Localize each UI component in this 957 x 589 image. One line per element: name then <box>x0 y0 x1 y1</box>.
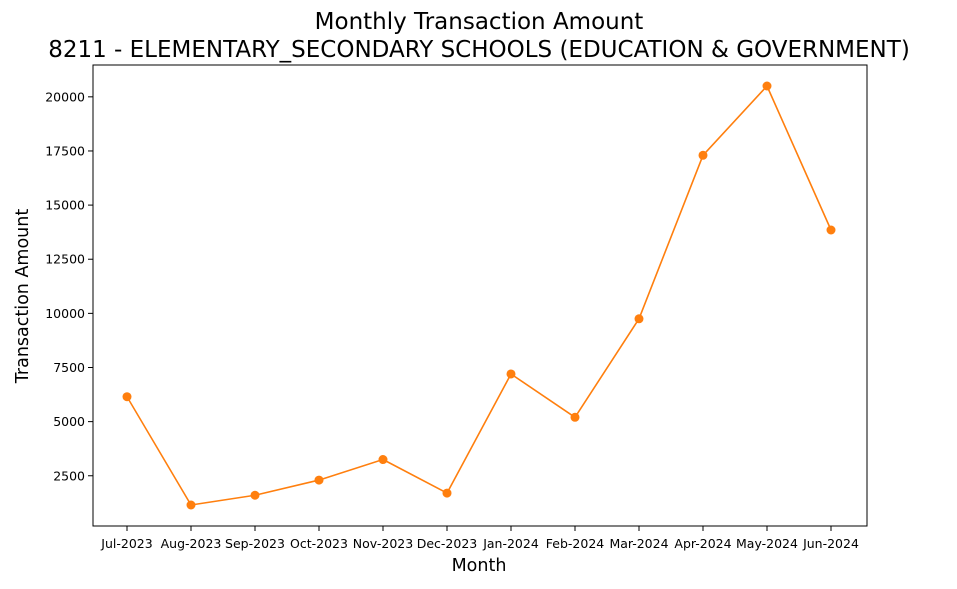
x-axis: Jul-2023 Aug-2023 Sep-2023 Oct-2023 Nov-2023… <box>100 526 859 551</box>
x-tick-label: Oct-2023 <box>290 536 348 551</box>
x-tick-label: Jan-2024 <box>482 536 539 551</box>
y-tick-label: 10000 <box>45 306 85 321</box>
data-point <box>698 150 708 160</box>
data-point <box>570 412 580 422</box>
x-tick-label: Mar-2024 <box>609 536 668 551</box>
y-tick-label: 20000 <box>45 89 85 104</box>
data-point <box>826 225 836 235</box>
y-tick-label: 12500 <box>45 252 85 267</box>
series-layer <box>122 81 836 510</box>
x-tick-label: Dec-2023 <box>417 536 478 551</box>
data-point <box>442 488 452 498</box>
y-axis: 2500 5000 7500 10000 12500 15000 17500 20000 <box>45 89 93 483</box>
data-point <box>378 455 388 465</box>
y-tick-label: 15000 <box>45 198 85 213</box>
data-point <box>186 500 196 510</box>
y-tick-label: 2500 <box>53 468 85 483</box>
series-line <box>126 85 832 506</box>
x-tick-label: May-2024 <box>736 536 798 551</box>
x-tick-label: Jul-2023 <box>100 536 152 551</box>
data-point <box>506 369 516 379</box>
chart-title: Monthly Transaction Amount <box>315 9 644 35</box>
data-point <box>762 81 772 91</box>
plot-area-frame <box>92 64 868 527</box>
data-point <box>634 314 644 324</box>
data-point <box>122 392 132 402</box>
x-tick-label: Nov-2023 <box>353 536 413 551</box>
x-tick-label: Sep-2023 <box>225 536 285 551</box>
y-tick-label: 5000 <box>53 414 85 429</box>
y-axis-label: Transaction Amount <box>13 209 33 385</box>
y-tick-label: 17500 <box>45 143 85 158</box>
data-point <box>250 490 260 500</box>
x-tick-label: Jun-2024 <box>802 536 859 551</box>
data-point <box>314 475 324 485</box>
x-axis-label: Month <box>452 556 507 576</box>
x-tick-label: Feb-2024 <box>546 536 605 551</box>
x-tick-label: Aug-2023 <box>161 536 222 551</box>
y-tick-label: 7500 <box>53 360 85 375</box>
chart-subtitle: 8211 - ELEMENTARY_SECONDARY SCHOOLS (EDU… <box>48 37 910 63</box>
x-tick-label: Apr-2024 <box>674 536 731 551</box>
